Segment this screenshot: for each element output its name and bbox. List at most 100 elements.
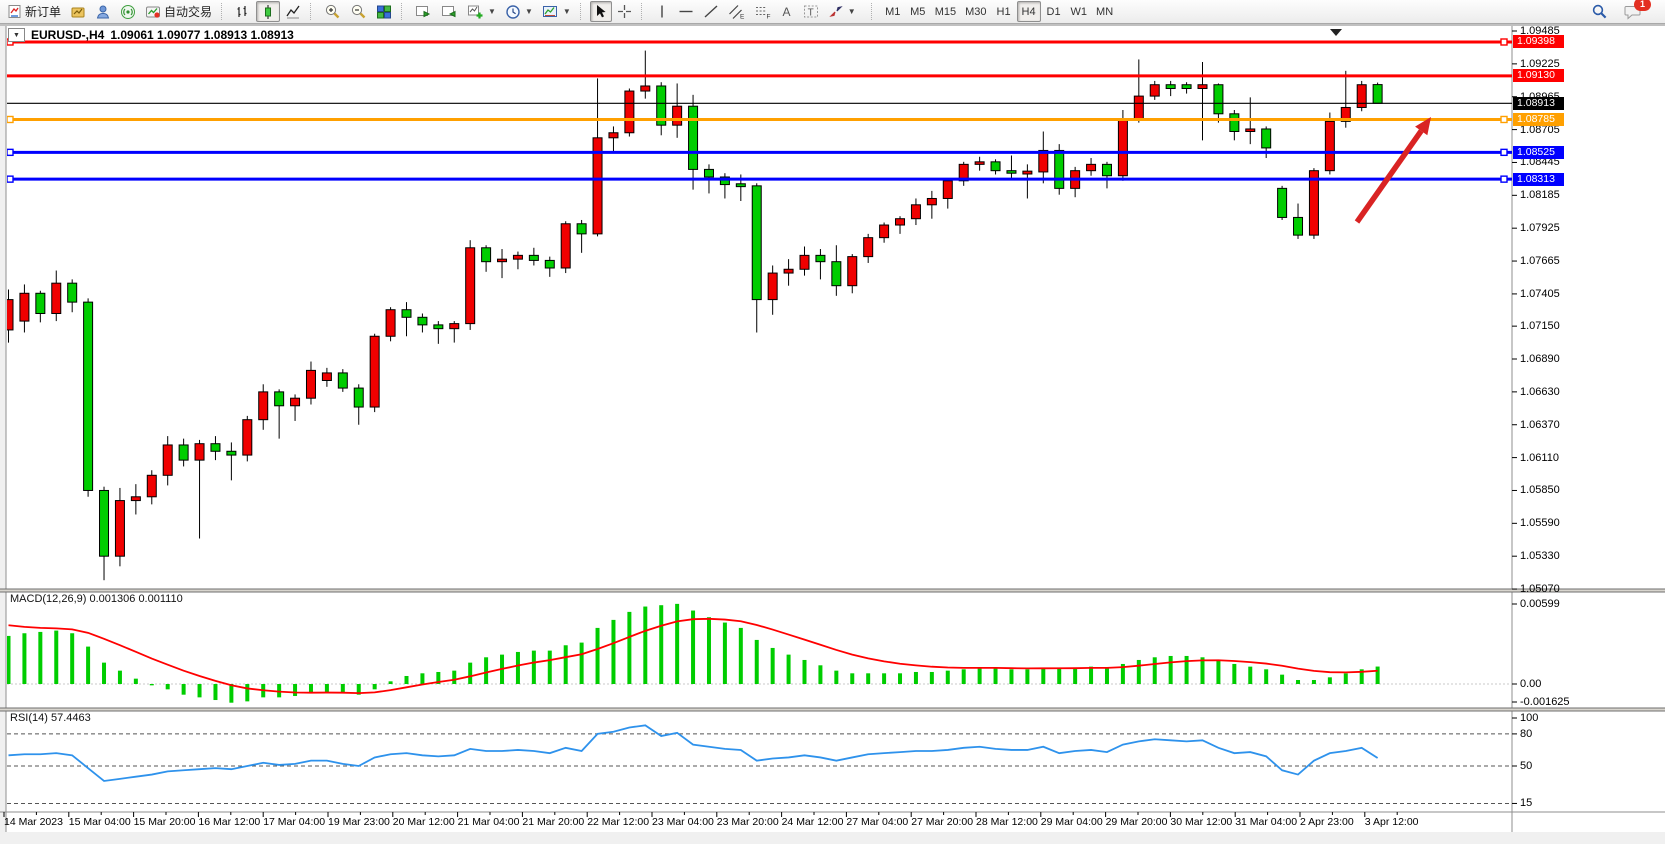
macd-histogram-bar [149,684,154,686]
macd-histogram-bar [1025,669,1030,684]
macd-axis-label: -0.001625 [1520,696,1570,708]
svg-text:T: T [807,7,813,18]
autotrade-button[interactable]: 自动交易 [141,1,216,22]
chart-background [6,26,1665,832]
candle-up [1086,163,1097,172]
timeframe-M5[interactable]: M5 [906,1,930,22]
arrows-tool-button[interactable]: ▼ [824,1,860,22]
toolbar: 新订单 自动交易 [0,0,1665,24]
time-axis-label: 16 Mar 12:00 [198,816,261,828]
macd-histogram-bar [802,659,807,684]
bar-chart-button[interactable] [231,1,255,22]
timeframe-H1[interactable]: H1 [992,1,1016,22]
candle-up [879,224,890,239]
autotrade-icon [146,6,161,18]
chat-button[interactable]: 1 [1620,0,1651,22]
zoom-in-button[interactable] [320,1,345,22]
macd-histogram-bar [738,627,743,684]
candle-down [83,301,94,491]
time-axis-label: 21 Mar 04:00 [457,816,520,828]
time-axis-label: 15 Mar 20:00 [133,816,196,828]
macd-histogram-bar [102,662,107,684]
macd-histogram-bar [929,671,934,684]
candle-up [1324,120,1335,172]
time-axis-label: 27 Mar 20:00 [911,816,974,828]
candle-up [1149,84,1160,97]
crosshair-button[interactable] [613,1,636,22]
timeframe-M1[interactable]: M1 [881,1,905,22]
zoom-out-button[interactable] [346,1,371,22]
label-button[interactable]: T [799,1,823,22]
time-axis-label: 17 Mar 04:00 [263,816,326,828]
chevron-down-icon: ▼ [562,7,571,16]
price-tick-label: 1.07925 [1520,222,1560,235]
candlestick-chart-button[interactable] [256,1,281,22]
toolbar-separator [870,3,877,20]
indicators-button[interactable]: ▼ [463,1,500,22]
trendline-button[interactable] [699,1,723,22]
tile-windows-button[interactable] [372,1,396,22]
macd-histogram-bar [484,657,489,684]
macd-histogram-bar [961,669,966,684]
candle-down [1006,170,1017,174]
chat-notification-badge: 1 [1634,0,1651,11]
horizontal-line-button[interactable] [674,1,698,22]
timeframe-M30[interactable]: M30 [961,1,990,22]
timeframe-D1[interactable]: D1 [1042,1,1066,22]
candle-up [1117,118,1128,177]
macd-histogram-bar [404,675,409,684]
new-order-button[interactable]: 新订单 [3,1,65,22]
macd-histogram-bar [245,684,250,702]
timeframe-W1[interactable]: W1 [1067,1,1092,22]
candle-up [7,299,14,331]
toolbar-separator [401,3,407,20]
signals-button[interactable] [116,1,140,22]
macd-histogram-bar [181,684,186,695]
clock-icon [506,4,520,19]
macd-histogram-bar [1375,666,1380,684]
macd-histogram-bar [993,667,998,684]
text-button[interactable]: A [776,1,798,22]
time-axis-label: 19 Mar 23:00 [328,816,390,828]
annotation-arrow-shaft [1354,129,1424,224]
macd-histogram-bar [659,605,664,684]
new-chart-button[interactable] [66,1,90,22]
periods-button[interactable]: ▼ [501,1,537,22]
macd-histogram-bar [340,684,345,694]
cursor-button[interactable] [589,1,612,22]
candle-down [274,391,285,407]
macd-histogram-bar [1057,667,1062,684]
macd-histogram-bar [945,670,950,684]
time-axis-label: 27 Mar 04:00 [846,816,909,828]
templates-button[interactable]: ▼ [538,1,575,22]
equidistant-channel-button[interactable]: E [724,1,749,22]
timeframe-M15[interactable]: M15 [931,1,960,22]
macd-histogram-bar [1280,674,1285,684]
pane-divider [0,589,1665,592]
candle-down [1293,216,1304,236]
add-indicator-icon [468,5,483,18]
trendline-icon [704,5,718,18]
candle-up [799,254,810,270]
macd-histogram-bar [436,671,441,684]
price-tick-label: 1.06370 [1520,418,1560,431]
candle-up [385,309,396,337]
timeframe-H4[interactable]: H4 [1016,1,1041,22]
candle-down [210,443,221,452]
macd-histogram-bar [786,654,791,684]
line-chart-button[interactable] [281,1,305,22]
cascade-windows-button[interactable] [437,1,462,22]
arrange-windows-button[interactable] [411,1,436,22]
timeframe-MN[interactable]: MN [1092,1,1117,22]
macd-histogram-bar [1009,669,1014,684]
candle-down [1229,113,1240,132]
search-button[interactable] [1587,1,1612,22]
chart-shift-marker [1330,29,1342,36]
macd-histogram-bar [1264,669,1269,684]
fibonacci-button[interactable]: F [750,1,775,22]
profiles-button[interactable] [91,1,115,22]
vertical-line-button[interactable] [651,1,673,22]
price-tick-label: 1.06630 [1520,385,1560,398]
